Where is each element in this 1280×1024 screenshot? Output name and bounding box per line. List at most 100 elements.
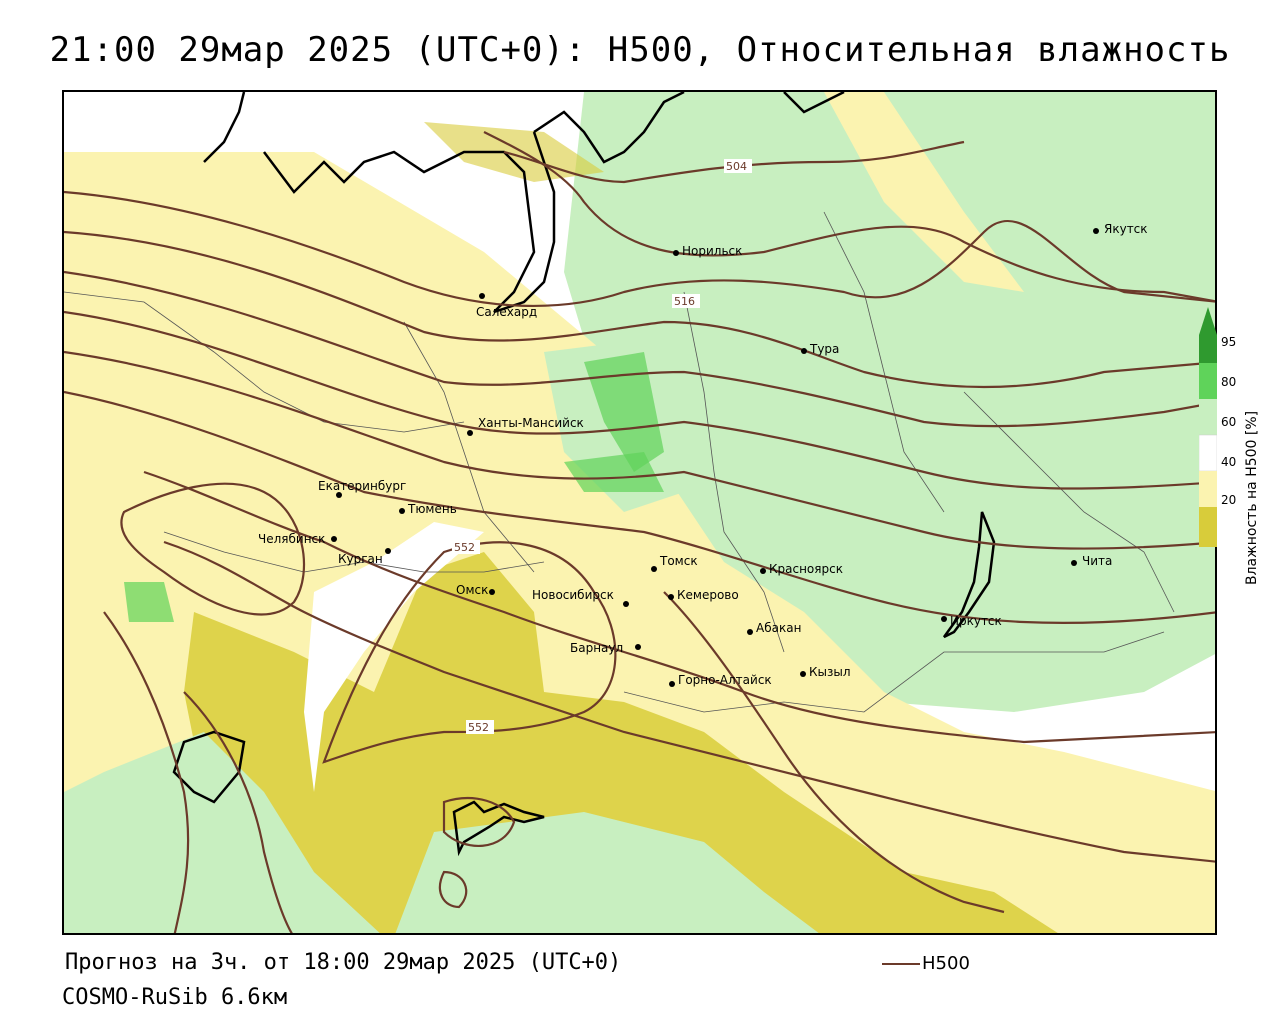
map-title: 21:00 29мар 2025 (UTC+0): H500, Относите… [49,30,1231,70]
city-dot-abakan [747,629,753,635]
h500-contour-552 [322,541,617,764]
city-label-norilsk: Норильск [682,244,742,258]
h500-contour-7 [64,350,1215,550]
city-label-yakutsk: Якутск [1104,222,1148,236]
city-label-omsk: Омск [456,583,488,597]
city-label-chelyabinsk: Челябинск [258,532,325,546]
h500-contour-6 [64,310,1215,490]
humidity-neutral-strip [304,522,484,792]
humidity-wet-patch-west [124,582,174,622]
model-name: COSMO-RuSib 6.6км [62,985,288,1010]
h500-contour-2 [483,131,1215,303]
city-label-kyzyl: Кызыл [809,665,851,679]
colorbar-wet [1199,363,1217,399]
h500-contour-9 [143,470,1215,744]
colorbar-tick-80: 80 [1221,375,1237,389]
weather-map: 504 516 552 552 Якутск Норильск Салехард… [64,92,1215,933]
border-2 [403,321,535,573]
city-label-tyumen: Тюмень [407,502,457,516]
contour-label-552-north: 552 [454,541,475,554]
humidity-colorbar [1199,307,1217,547]
border-7 [163,531,545,573]
colorbar-dry [1199,471,1217,507]
humidity-moist-area-east [564,92,1215,712]
city-label-khanty-mansiysk: Ханты-Мансийск [478,416,584,430]
forecast-info: Прогноз на 3ч. от 18:00 29мар 2025 (UTC+… [65,950,622,975]
city-dot-irkutsk [941,616,947,622]
lake-aral [172,730,246,804]
coastline-yamal [203,92,556,314]
city-label-barnaul: Барнаул [570,641,623,655]
h500-contour-south-1 [183,691,293,933]
border-1 [64,291,465,433]
city-dot-omsk [489,589,495,595]
h500-contour-5 [64,270,1215,428]
city-label-kurgan: Курган [338,552,383,566]
h500-contour-3 [64,190,1215,308]
h500-contours [64,131,1215,933]
contour-label-group: 504 516 552 552 [452,159,752,734]
colorbar-wet-dark [1199,335,1217,363]
border-4 [823,211,945,513]
city-label-tura: Тура [809,342,839,356]
city-dot-kyzyl [800,671,806,677]
border-5 [963,391,1175,613]
colorbar-saturated [1199,307,1217,335]
city-dot-gorno-altaysk [669,681,675,687]
coastline-north-east [783,92,845,114]
colorbar-tick-95: 95 [1221,335,1237,349]
colorbar-title: Влажность на H500 [%] [1244,410,1260,585]
lake-baikal [942,511,996,639]
city-dot-khanty-mansiysk [467,430,473,436]
colorbar-very-dry [1199,507,1217,547]
city-dot-novosibirsk [623,601,629,607]
h500-contour-south-3 [663,591,1005,914]
border-6 [623,631,1165,713]
city-label-salekhard: Салехард [476,305,537,319]
h500-contour-island-2 [438,870,468,909]
contour-label-504: 504 [726,160,747,173]
city-dot-barnaul [635,644,641,650]
map-panel: 504 516 552 552 Якутск Норильск Салехард… [62,90,1217,935]
city-dot-tomsk [651,566,657,572]
humidity-field [64,92,1215,933]
contour-label-516: 516 [674,295,695,308]
h500-contour-8 [64,390,1215,624]
h500-contour-4 [64,230,1215,389]
city-label-ekaterinburg: Екатеринбург [318,479,406,493]
city-label-tomsk: Томск [659,554,698,568]
city-dot-yakutsk [1093,228,1099,234]
city-dot-krasnoyarsk [760,568,766,574]
city-dot-norilsk [673,250,679,256]
city-dot-kemerovo [668,594,674,600]
city-label-gorno-altaysk: Горно-Алтайск [678,673,772,687]
city-label-abakan: Абакан [756,621,801,635]
city-dot-tyumen [399,508,405,514]
humidity-wet-streak-2 [564,452,664,492]
humidity-moist-patch-sw [64,732,380,933]
city-dot-chelyabinsk [331,536,337,542]
city-label-kemerovo: Кемерово [677,588,739,602]
colorbar-neutral [1199,434,1217,472]
colorbar-tick-40: 40 [1221,455,1237,469]
humidity-dry-streak-north [424,122,604,182]
humidity-wet-streak-1 [584,352,664,472]
h500-legend-label: H500 [922,953,970,974]
h500-contour-10 [163,540,1215,863]
contour-label-552-south: 552 [468,721,489,734]
city-dot-salekhard [479,293,485,299]
h500-legend-line [882,963,920,965]
city-dot-chita [1071,560,1077,566]
coastline-taymyr [533,92,685,164]
colorbar-moist [1199,399,1217,435]
city-dot-tura [801,348,807,354]
city-label-novosibirsk: Новосибирск [532,588,614,602]
city-label-irkutsk: Иркутск [950,614,1002,628]
h500-contour-island-1 [442,797,516,847]
colorbar-tick-20: 20 [1221,493,1237,507]
city-dot-kurgan [385,548,391,554]
humidity-moist-patch-south [395,812,819,933]
city-label-krasnoyarsk: Красноярск [769,562,843,576]
cities: Якутск Норильск Салехард Тура Ханты-Манс… [258,222,1148,687]
colorbar-tick-60: 60 [1221,415,1237,429]
